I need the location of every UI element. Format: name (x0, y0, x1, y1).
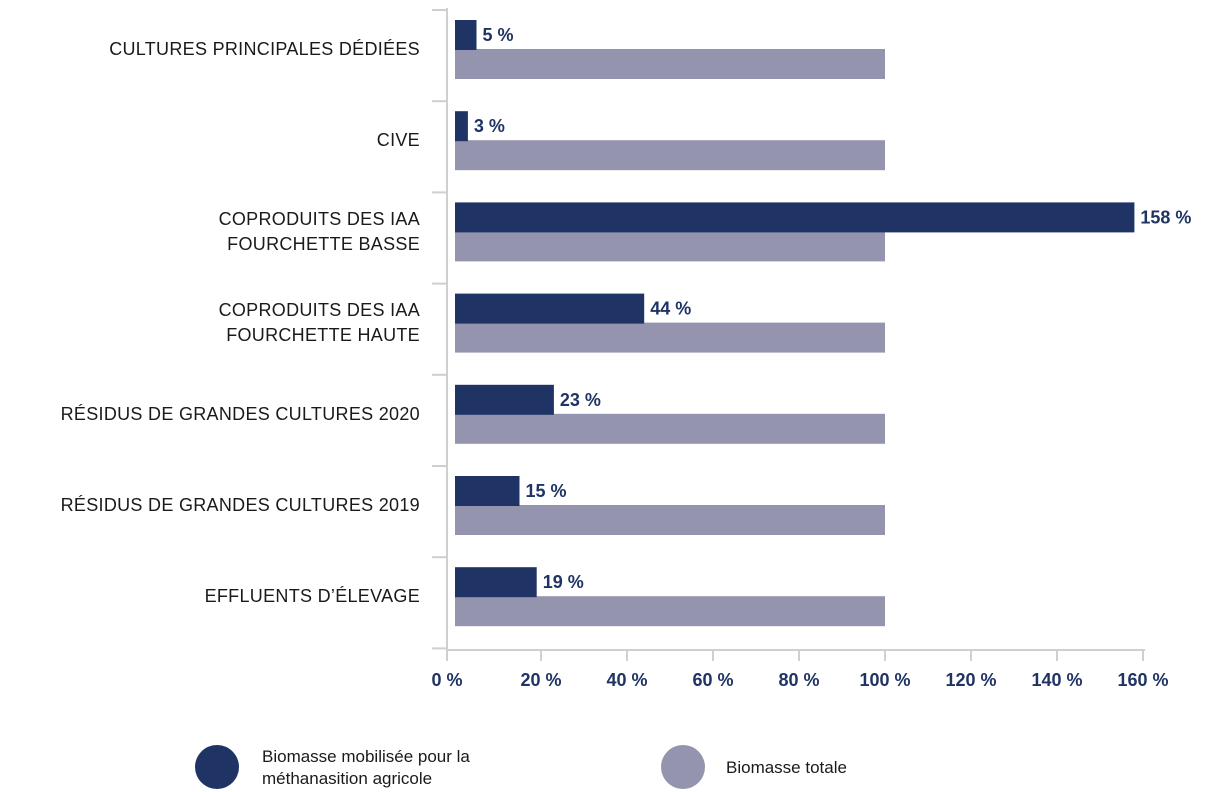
category-label: EFFLUENTS D’ÉLEVAGE (205, 586, 420, 606)
value-label: 158 % (1140, 207, 1191, 227)
bar-biomasse-totale (455, 413, 885, 444)
x-tick-label: 0 % (431, 670, 462, 690)
value-label: 15 % (526, 481, 567, 501)
legend-label: Biomasse totale (726, 758, 847, 777)
category-labels: CULTURES PRINCIPALES DÉDIÉES CIVE COPRODUI… (61, 39, 420, 606)
bar-biomasse-totale (455, 505, 885, 535)
bars-layer (455, 20, 1135, 627)
legend-label: méthanasition agricole (262, 769, 432, 788)
bar-biomasse-totale (455, 596, 885, 627)
x-tick-label: 120 % (945, 670, 996, 690)
x-tick-labels: 0 % 20 % 40 % 60 % 80 % 100 % 120 % 140 % 160 % (431, 670, 1168, 690)
category-label: FOURCHETTE HAUTE (226, 325, 420, 345)
bar-biomasse-totale (455, 49, 885, 79)
category-label: RÉSIDUS DE GRANDES CULTURES 2020 (61, 404, 420, 424)
value-label: 19 % (543, 572, 584, 592)
bar-biomasse-totale (455, 322, 885, 353)
legend: Biomasse mobilisée pour la méthanasition … (195, 745, 847, 789)
axes-layer (432, 8, 1145, 661)
value-label: 44 % (650, 299, 691, 319)
bar-biomasse-mobilisee (455, 567, 537, 598)
legend-swatch-totale (661, 745, 705, 789)
x-tick-label: 140 % (1031, 670, 1082, 690)
x-tick-label: 40 % (606, 670, 647, 690)
x-tick-label: 80 % (778, 670, 819, 690)
bar-biomasse-mobilisee (455, 202, 1135, 233)
x-tick-label: 160 % (1117, 670, 1168, 690)
category-label: COPRODUITS DES IAA (219, 209, 420, 229)
value-label: 5 % (483, 25, 514, 45)
bar-biomasse-mobilisee (455, 20, 477, 50)
legend-label: Biomasse mobilisée pour la (262, 747, 470, 766)
x-tick-label: 60 % (692, 670, 733, 690)
category-label: RÉSIDUS DE GRANDES CULTURES 2019 (61, 495, 420, 515)
legend-swatch-mobilisee (195, 745, 239, 789)
category-label: FOURCHETTE BASSE (227, 234, 420, 254)
value-labels: 5 % 3 % 158 % 44 % 23 % 15 % 19 % (474, 25, 1192, 592)
bar-biomasse-totale (455, 140, 885, 171)
bar-biomasse-mobilisee (455, 293, 645, 324)
value-label: 23 % (560, 390, 601, 410)
bar-biomasse-totale (455, 231, 885, 262)
x-tick-label: 100 % (859, 670, 910, 690)
bar-biomasse-mobilisee (455, 111, 468, 142)
value-label: 3 % (474, 116, 505, 136)
bar-biomasse-mobilisee (455, 384, 554, 415)
category-label: CULTURES PRINCIPALES DÉDIÉES (109, 39, 420, 59)
category-label: COPRODUITS DES IAA (219, 300, 420, 320)
bar-biomasse-mobilisee (455, 476, 520, 506)
category-label: CIVE (377, 130, 420, 150)
x-tick-label: 20 % (520, 670, 561, 690)
